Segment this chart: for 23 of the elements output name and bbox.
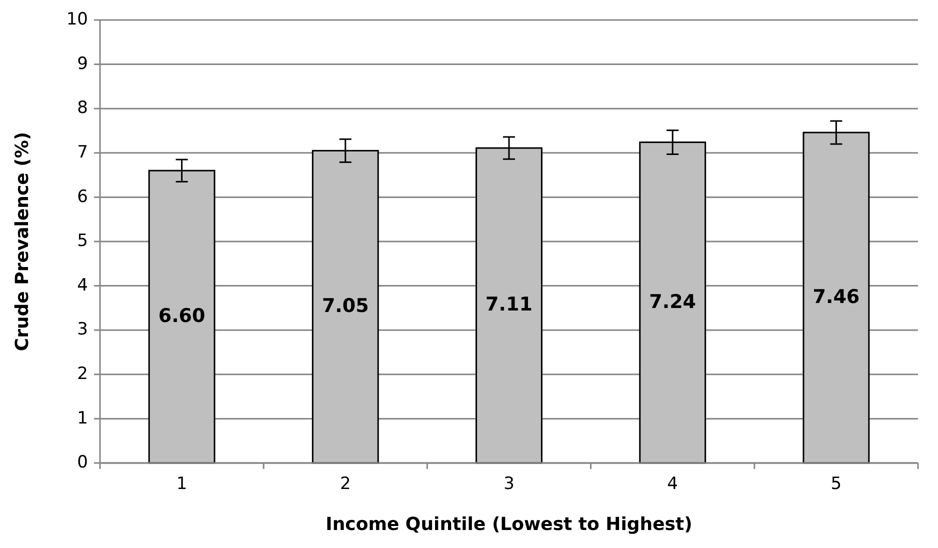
data-label: 7.05 [322, 295, 369, 318]
x-tick-label: 2 [340, 474, 351, 494]
y-axis-title: Crude Prevalence (%) [12, 132, 33, 352]
y-tick-label: 7 [77, 142, 88, 163]
y-tick-label: 0 [77, 452, 88, 473]
data-label: 7.11 [486, 294, 532, 316]
x-tick-label: 4 [667, 474, 678, 494]
y-tick-label: 2 [77, 364, 88, 384]
y-tick-label: 9 [77, 54, 88, 74]
x-tick-label: 1 [176, 474, 188, 494]
y-tick-label: 6 [77, 186, 88, 207]
data-label: 7.24 [649, 290, 696, 313]
y-tick-label: 4 [77, 275, 88, 296]
y-tick-label: 5 [77, 231, 88, 252]
data-label: 6.60 [158, 304, 206, 328]
x-axis-title: Income Quintile (Lowest to Highest) [326, 514, 692, 535]
data-label: 7.46 [812, 286, 860, 308]
x-tick-label: 3 [504, 474, 514, 494]
y-tick-label: 8 [77, 98, 88, 118]
y-tick-label: 10 [66, 10, 88, 30]
y-tick-label: 3 [77, 320, 88, 340]
y-tick-label: 1 [77, 408, 88, 428]
x-tick-label: 5 [830, 474, 842, 494]
